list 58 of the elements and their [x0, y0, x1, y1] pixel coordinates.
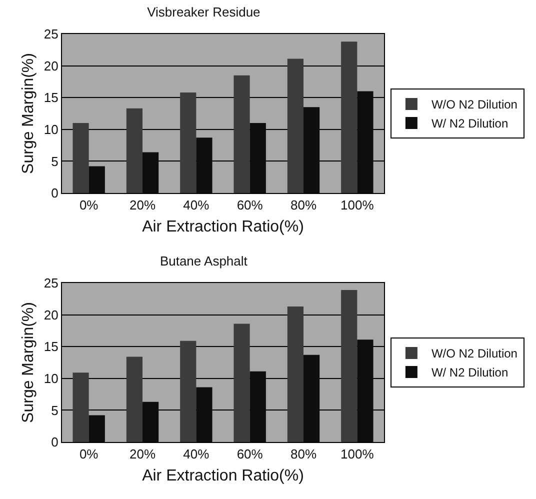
y-tick-label: 25: [44, 26, 58, 42]
y-tick-label: 20: [44, 307, 58, 322]
x-tick-label: 20%: [129, 198, 156, 213]
bar: [304, 354, 320, 442]
x-tick-label: 100%: [340, 446, 374, 462]
y-tick-label: 0: [51, 434, 58, 450]
legend-label: W/O N2 Dilution: [431, 98, 518, 112]
bar: [142, 152, 159, 193]
bar: [250, 371, 266, 442]
legend-label: W/O N2 Dilution: [431, 346, 518, 361]
bar: [126, 356, 142, 442]
x-tick-label: 20%: [129, 446, 156, 462]
bar: [287, 306, 304, 442]
bar: [234, 75, 250, 193]
y-tick-label: 15: [44, 90, 58, 106]
x-tick-label: 40%: [183, 198, 210, 213]
bar: [180, 340, 196, 442]
x-tick-label: 0%: [79, 446, 99, 462]
chart-title: Butane Asphalt: [160, 254, 248, 269]
bar: [72, 372, 89, 442]
x-tick-label: 0%: [79, 198, 99, 213]
y-tick-label: 15: [44, 339, 58, 354]
x-tick-label: 60%: [236, 446, 264, 462]
bar: [287, 58, 304, 193]
y-tick-label: 0: [51, 186, 58, 201]
bar: [196, 138, 212, 193]
bar: [72, 123, 89, 193]
bar: [88, 415, 105, 442]
y-tick-label: 5: [51, 154, 58, 169]
bar: [142, 402, 159, 442]
y-axis-title: Surge Margin(%): [20, 53, 37, 174]
bar: [357, 91, 374, 193]
bar: [250, 123, 266, 193]
x-tick-label: 60%: [236, 198, 264, 213]
x-tick-label: 80%: [290, 446, 317, 462]
chart-title: Visbreaker Residue: [147, 4, 260, 20]
x-axis-title: Air Extraction Ratio(%): [142, 218, 304, 236]
y-axis-title: Surge Margin(%): [20, 302, 37, 423]
x-tick-label: 100%: [340, 198, 374, 213]
x-tick-label: 40%: [183, 446, 210, 462]
legend-label: W/ N2 Dilution: [431, 366, 508, 380]
bar: [196, 387, 212, 442]
bar: [88, 166, 105, 193]
bar: [357, 340, 374, 442]
bar: [341, 42, 358, 193]
bar: [126, 108, 142, 193]
y-tick-label: 20: [44, 58, 58, 74]
bar: [234, 324, 250, 442]
y-tick-label: 25: [44, 276, 58, 291]
bar: [180, 92, 196, 193]
x-tick-label: 80%: [290, 198, 317, 213]
legend-label: W/ N2 Dilution: [431, 116, 508, 131]
bar: [341, 290, 358, 442]
bar: [304, 107, 320, 193]
y-tick-label: 10: [44, 122, 58, 137]
y-tick-label: 5: [51, 402, 58, 418]
x-axis-title: Air Extraction Ratio(%): [142, 467, 304, 484]
y-tick-label: 10: [44, 370, 58, 386]
